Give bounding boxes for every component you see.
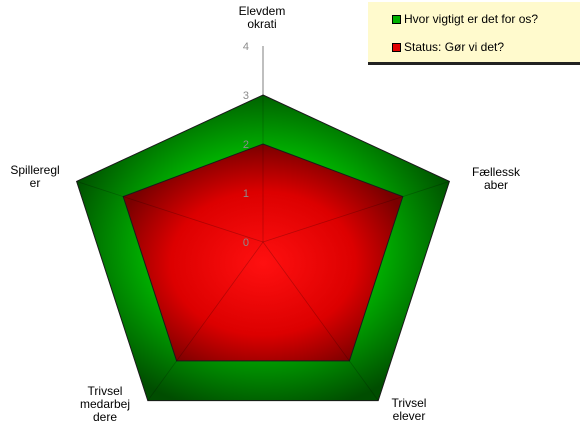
category-label: Spilleregl er <box>10 163 59 190</box>
radar-series-status <box>122 143 404 362</box>
radial-tick-label: 3 <box>243 90 249 102</box>
category-label: Fællessk aber <box>472 165 521 192</box>
radial-tick-label: 2 <box>243 139 249 151</box>
legend-label: Status: Gør vi det? <box>404 40 505 54</box>
radar-axis-overlay <box>262 241 379 401</box>
legend-swatch-green <box>392 14 401 24</box>
category-labels: Elevdem okrati Fællessk aber Trivsel elever Tr… <box>10 4 521 424</box>
radial-tick-label: 1 <box>243 188 249 200</box>
legend-label: Hvor vigtigt er det for os? <box>404 12 539 26</box>
radar-series <box>75 46 451 402</box>
radial-tick-label: 4 <box>243 41 249 53</box>
category-label: Trivsel medarbej dere <box>80 384 130 424</box>
legend-item-importance: Hvor vigtigt er det for os? <box>392 12 538 26</box>
radial-tick-labels: 0 1 2 3 4 <box>243 41 249 249</box>
radial-tick-label: 0 <box>243 237 249 249</box>
legend-swatch-red <box>392 42 401 52</box>
legend: Hvor vigtigt er det for os? Status: Gør … <box>368 2 580 65</box>
category-label: Trivsel elever <box>392 396 427 423</box>
legend-item-status: Status: Gør vi det? <box>392 40 504 54</box>
radar-axis-overlay <box>147 241 264 401</box>
radar-axis-overlay <box>76 181 264 243</box>
radar-axis-overlay <box>262 181 450 243</box>
category-label: Elevdem okrati <box>239 4 286 31</box>
